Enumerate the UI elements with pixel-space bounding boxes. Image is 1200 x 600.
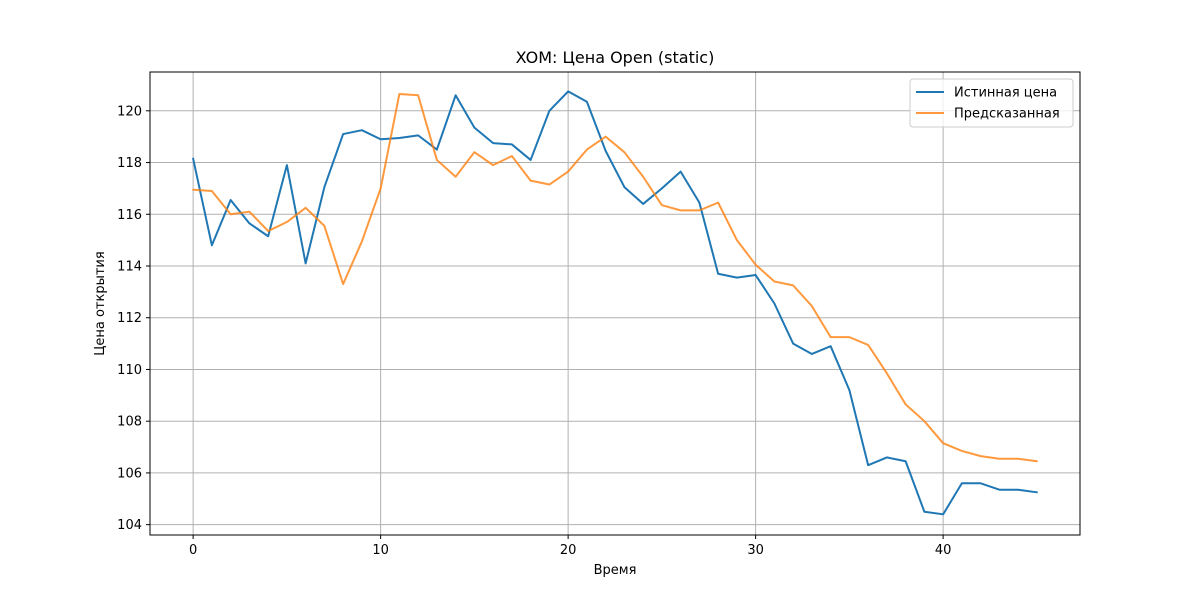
y-axis-label: Цена открытия [93, 251, 108, 355]
ticks: 0 10 20 30 40 104 106 108 110 112 114 116 118 120 [117, 104, 951, 558]
y-tick-label: 108 [117, 415, 142, 430]
y-tick-label: 114 [117, 259, 142, 274]
legend-label: Предсказанная [954, 107, 1060, 122]
x-tick-label: 0 [189, 543, 197, 558]
series-lines [192, 90, 1038, 516]
series-line-predicted [192, 92, 1038, 463]
x-tick-label: 30 [747, 543, 764, 558]
chart-title: XOM: Цена Open (static) [516, 48, 715, 67]
y-tick-label: 120 [117, 104, 142, 119]
series-line-true-price [192, 90, 1038, 516]
y-tick-label: 112 [117, 311, 142, 326]
grid [150, 72, 1080, 535]
axes-frame [149, 71, 1081, 536]
legend-label: Истинная цена [954, 86, 1057, 101]
legend-box [909, 78, 1074, 128]
y-tick-label: 110 [117, 363, 142, 378]
x-axis-label: Время [594, 563, 637, 578]
x-tick-label: 40 [935, 543, 952, 558]
x-tick-label: 10 [372, 543, 389, 558]
y-tick-label: 116 [117, 208, 142, 223]
legend: Истинная цена Предсказанная [909, 78, 1074, 128]
y-tick-label: 106 [117, 466, 142, 481]
y-tick-label: 104 [117, 518, 142, 533]
y-tick-label: 118 [117, 156, 142, 171]
x-tick-label: 20 [560, 543, 577, 558]
